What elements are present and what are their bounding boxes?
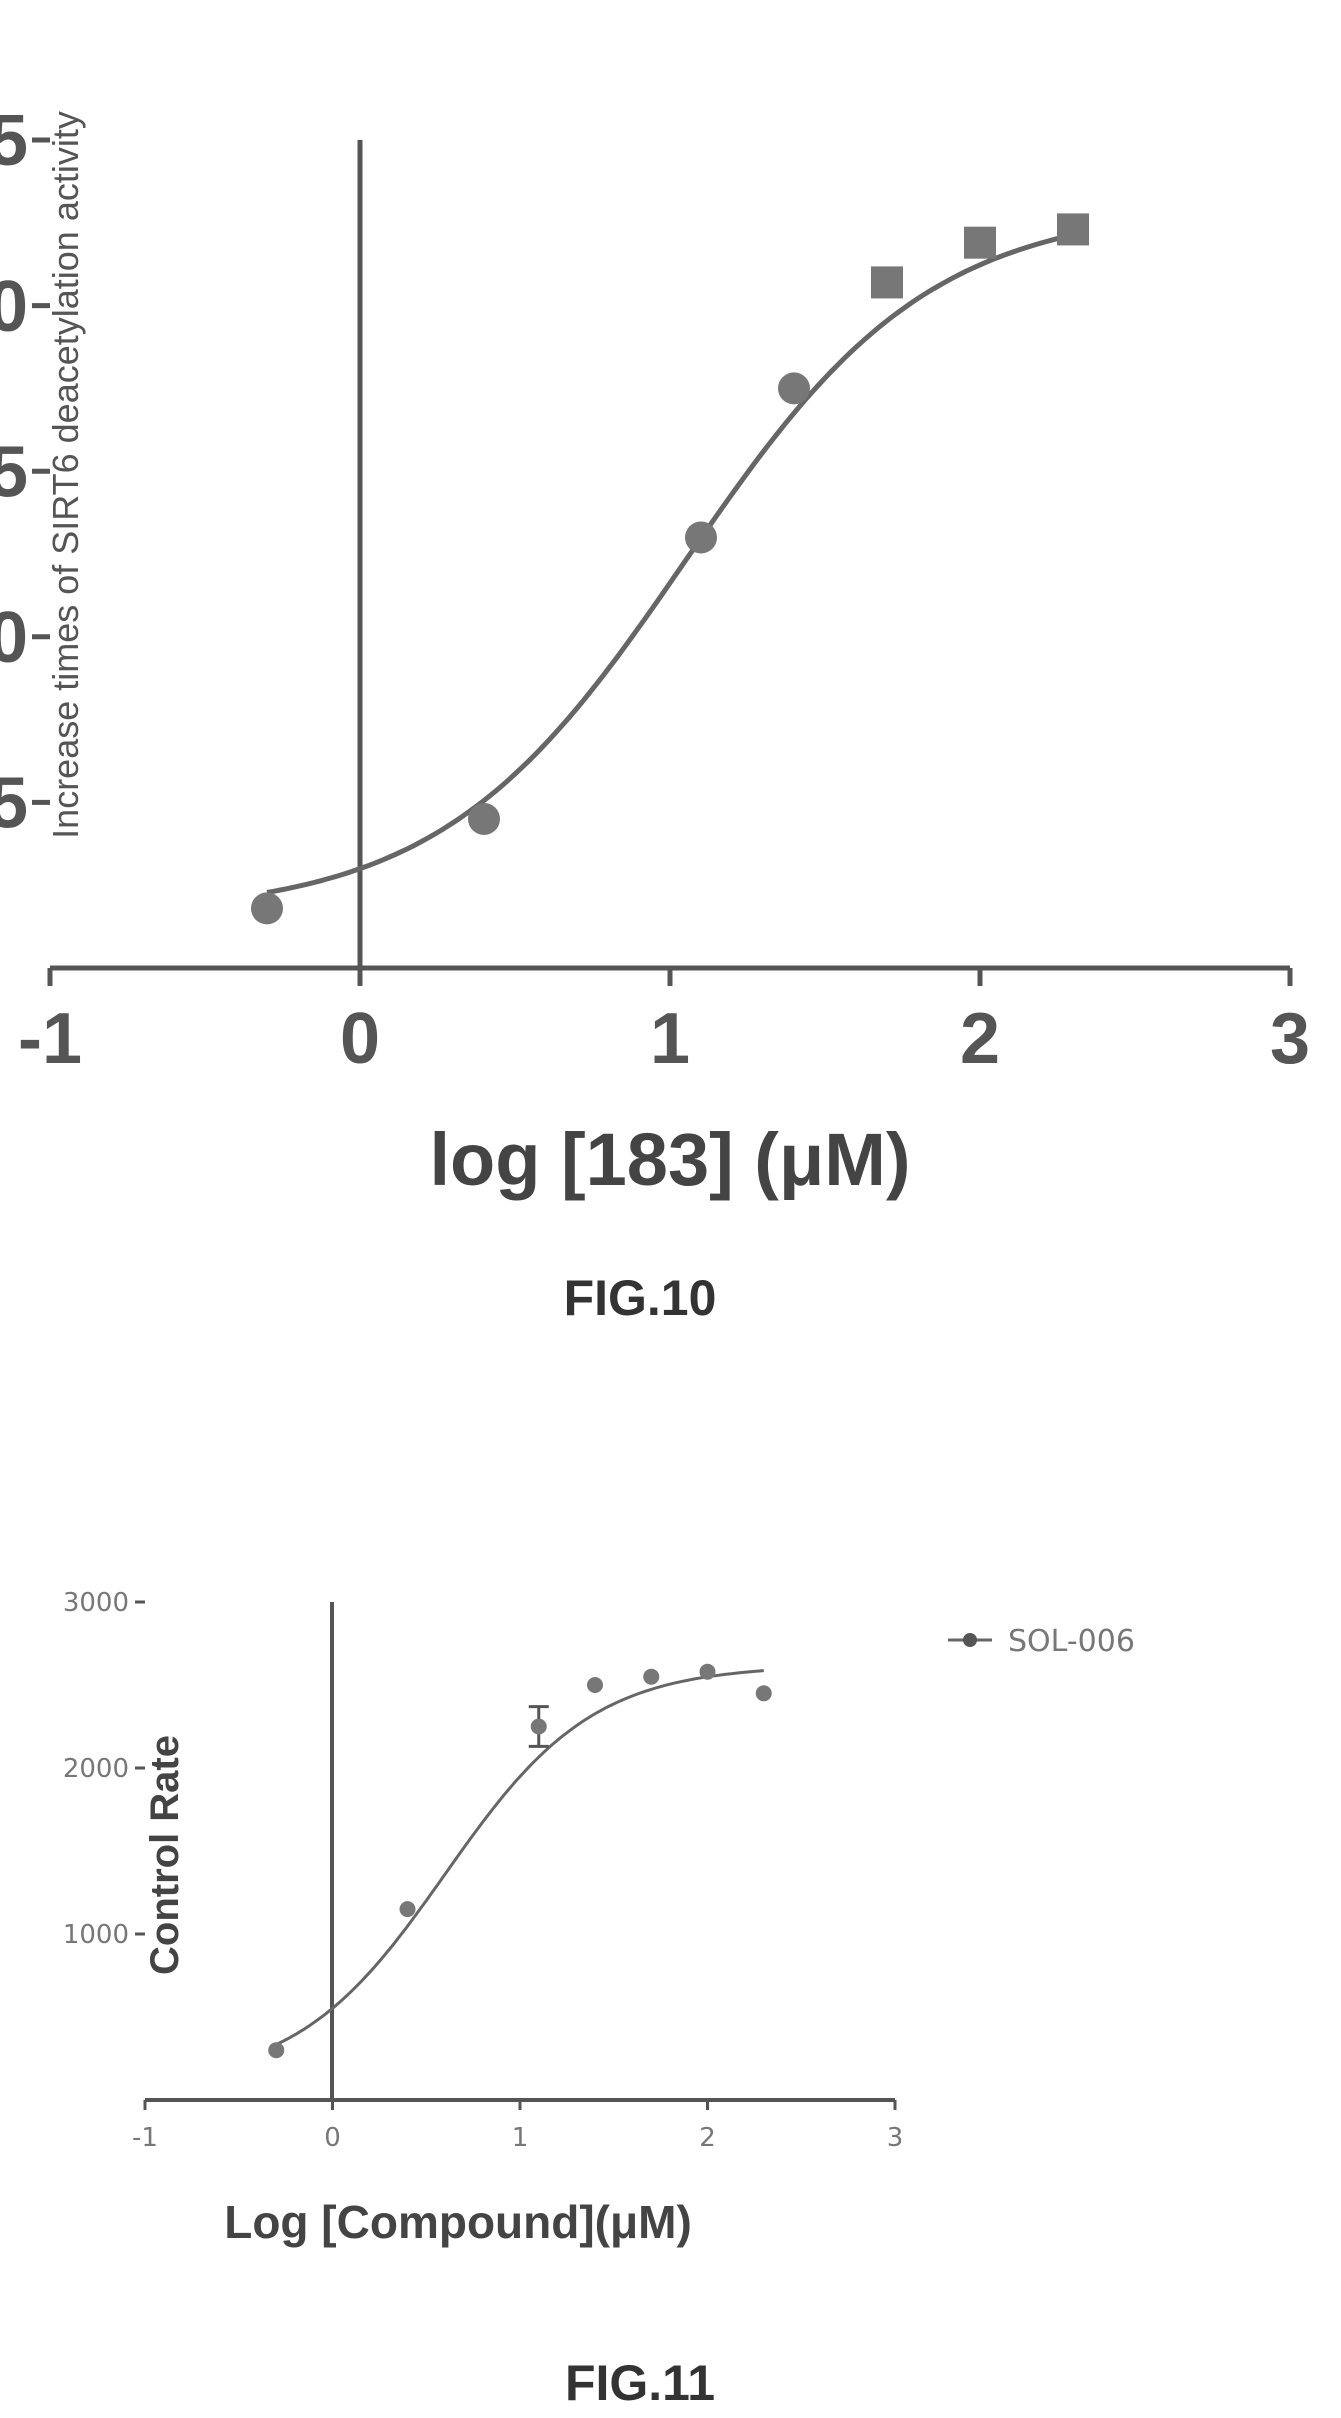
- x-tick-label: -1: [18, 999, 82, 1079]
- y-tick-label: 25: [0, 101, 28, 181]
- data-point: [871, 266, 903, 299]
- data-point: [755, 1685, 772, 1702]
- data-point: [530, 1718, 547, 1735]
- y-tick-label: 5: [0, 764, 28, 844]
- x-tick-label: 3: [887, 2123, 904, 2153]
- fig10-x-axis-title: log [183] (μM): [429, 1118, 910, 1201]
- data-point: [268, 2042, 285, 2059]
- y-tick-label: 15: [0, 432, 28, 512]
- x-tick-label: 0: [340, 999, 380, 1079]
- fig11-fit-curve: [275, 1669, 764, 2046]
- chart-fig10: Increase times of SIRT6 deacetylation ac…: [0, 101, 1310, 1326]
- fig10-y-axis-title: Increase times of SIRT6 deacetylation ac…: [45, 111, 86, 839]
- fig11-x-axis-title: Log [Compound](μM): [224, 2196, 692, 2248]
- data-point: [964, 226, 996, 259]
- x-tick-label: 2: [960, 999, 1000, 1079]
- fig11-legend-label: SOL-006: [1008, 1624, 1135, 1659]
- data-point: [251, 892, 283, 925]
- fig11-legend: SOL-006: [948, 1624, 1135, 1659]
- data-point: [1057, 213, 1089, 246]
- x-tick-label: 1: [650, 999, 690, 1079]
- fig11-caption: FIG.11: [565, 2355, 715, 2411]
- fig10-fit-curve: [266, 232, 1074, 895]
- x-tick-label: 0: [324, 2123, 341, 2153]
- data-point: [468, 802, 500, 835]
- y-tick-label: 3000: [63, 1588, 129, 1618]
- x-tick-label: 2: [699, 2123, 716, 2153]
- fig11-legend-marker: [963, 1633, 977, 1647]
- data-point: [643, 1668, 660, 1685]
- y-tick-label: 2000: [63, 1754, 129, 1784]
- chart-fig11: Control Rate Log [Compound](μM) FIG.11 S…: [63, 1588, 1135, 2411]
- fig10-caption: FIG.10: [564, 1270, 717, 1326]
- data-point: [699, 1663, 716, 1680]
- y-tick-label: 20: [0, 267, 28, 347]
- y-tick-label: 10: [0, 598, 28, 678]
- x-tick-label: 1: [512, 2123, 529, 2153]
- data-point: [399, 1901, 416, 1918]
- x-tick-label: -1: [132, 2123, 158, 2153]
- data-point: [587, 1677, 603, 1693]
- fig11-y-axis-title: Control Rate: [143, 1735, 187, 1975]
- y-tick-label: 1000: [63, 1920, 129, 1950]
- data-point: [778, 372, 810, 405]
- x-tick-label: 3: [1270, 999, 1310, 1079]
- data-point: [685, 521, 717, 554]
